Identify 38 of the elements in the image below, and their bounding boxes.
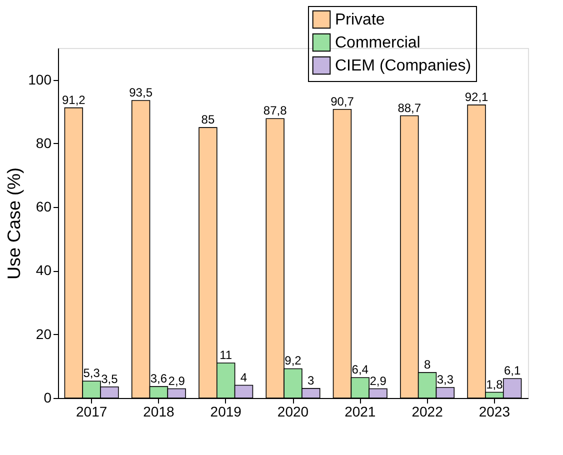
x-tick-label: 2023 xyxy=(478,404,510,420)
x-tick-label: 2018 xyxy=(143,404,174,420)
y-axis-title: Use Case (%) xyxy=(4,167,24,280)
data-label: 3,6 xyxy=(150,372,168,386)
y-tick-label: 20 xyxy=(36,326,52,342)
data-label: 9,2 xyxy=(284,354,302,368)
data-label: 5,3 xyxy=(83,366,100,380)
legend-label: Commercial xyxy=(335,34,420,52)
data-label: 3,5 xyxy=(101,372,118,386)
data-label: 1,8 xyxy=(486,377,504,392)
data-label: 6,4 xyxy=(352,362,369,377)
data-label: 2,9 xyxy=(370,374,387,388)
y-tick-label: 0 xyxy=(44,390,52,406)
data-label: 8 xyxy=(424,358,431,372)
data-label: 90,7 xyxy=(330,94,354,108)
x-tick-label: 2021 xyxy=(344,404,376,420)
data-label: 3,3 xyxy=(436,372,454,386)
y-tick-label: 100 xyxy=(28,71,52,88)
x-tick-label: 2019 xyxy=(210,404,242,420)
y-tick-label: 80 xyxy=(36,134,52,151)
legend-label: Private xyxy=(335,12,385,28)
x-tick-label: 2020 xyxy=(277,404,309,420)
data-label: 3 xyxy=(308,373,315,388)
legend-label: CIEM (Companies) xyxy=(335,58,472,74)
data-label: 91,2 xyxy=(62,92,86,107)
data-label: 93,5 xyxy=(129,86,153,100)
x-tick-label: 2022 xyxy=(412,404,444,420)
data-label: 4 xyxy=(240,370,248,384)
data-label: 2,9 xyxy=(168,374,186,388)
data-label: 92,1 xyxy=(464,90,489,104)
data-label: 6,1 xyxy=(504,364,521,378)
data-label: 88,7 xyxy=(398,100,422,115)
y-tick-label: 60 xyxy=(36,198,52,215)
data-label: 85 xyxy=(201,112,215,127)
y-tick-label: 40 xyxy=(36,262,52,278)
data-label: 11 xyxy=(220,348,232,362)
x-tick-label: 2017 xyxy=(76,404,108,420)
data-label: 87,8 xyxy=(263,104,288,118)
